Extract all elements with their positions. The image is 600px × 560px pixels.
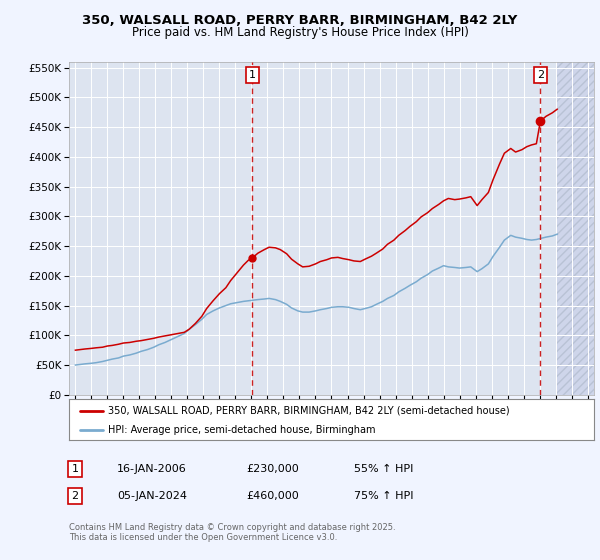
- Text: 2: 2: [537, 70, 544, 80]
- Text: 05-JAN-2024: 05-JAN-2024: [117, 491, 187, 501]
- Text: 16-JAN-2006: 16-JAN-2006: [117, 464, 187, 474]
- Text: 350, WALSALL ROAD, PERRY BARR, BIRMINGHAM, B42 2LY (semi-detached house): 350, WALSALL ROAD, PERRY BARR, BIRMINGHA…: [109, 405, 510, 416]
- Text: Contains HM Land Registry data © Crown copyright and database right 2025.
This d: Contains HM Land Registry data © Crown c…: [69, 523, 395, 543]
- Text: HPI: Average price, semi-detached house, Birmingham: HPI: Average price, semi-detached house,…: [109, 424, 376, 435]
- Text: 1: 1: [249, 70, 256, 80]
- Text: £460,000: £460,000: [246, 491, 299, 501]
- Text: Price paid vs. HM Land Registry's House Price Index (HPI): Price paid vs. HM Land Registry's House …: [131, 26, 469, 39]
- Text: £230,000: £230,000: [246, 464, 299, 474]
- Text: 2: 2: [71, 491, 79, 501]
- Text: 55% ↑ HPI: 55% ↑ HPI: [354, 464, 413, 474]
- Text: 350, WALSALL ROAD, PERRY BARR, BIRMINGHAM, B42 2LY: 350, WALSALL ROAD, PERRY BARR, BIRMINGHA…: [82, 14, 518, 27]
- Text: 75% ↑ HPI: 75% ↑ HPI: [354, 491, 413, 501]
- Text: 1: 1: [71, 464, 79, 474]
- Bar: [556, 62, 594, 395]
